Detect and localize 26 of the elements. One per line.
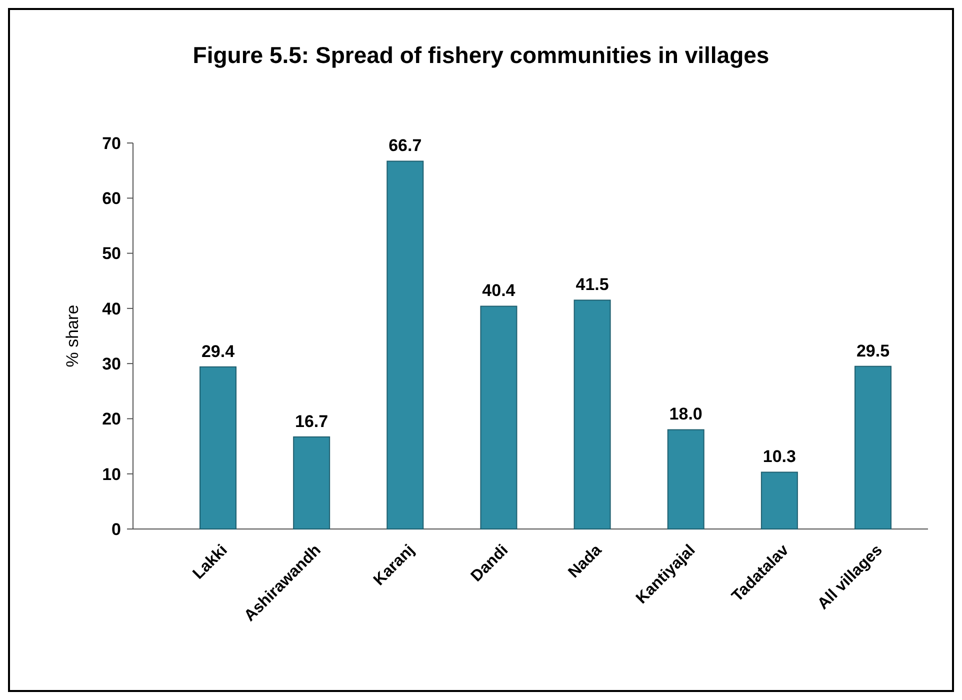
y-tick-label: 70: [102, 134, 121, 153]
y-tick-label: 30: [102, 354, 121, 374]
bar: [574, 300, 611, 530]
y-tick-label: 60: [102, 189, 121, 208]
bar: [760, 472, 798, 530]
data-label: 41.5: [576, 275, 609, 294]
data-label: 29.5: [856, 341, 890, 360]
bar: [667, 429, 704, 530]
data-label: 29.4: [201, 342, 236, 361]
y-tick-label: 20: [102, 410, 121, 429]
bar: [480, 306, 518, 530]
data-label: 16.7: [295, 412, 328, 431]
y-tick-label: 0: [112, 520, 121, 539]
data-label: 40.4: [482, 281, 516, 300]
data-label: 66.7: [388, 136, 422, 156]
y-tick-label: 10: [102, 464, 121, 484]
bar: [854, 366, 892, 530]
y-axis-title: % share: [63, 304, 82, 368]
bar: [293, 436, 330, 530]
data-label: 18.0: [669, 404, 702, 424]
chart-title: Figure 5.5: Spread of fishery communities in villages: [192, 42, 770, 68]
y-tick-label: 50: [102, 244, 121, 264]
bar: [200, 366, 236, 530]
y-tick-label: 40: [102, 299, 121, 318]
data-label: 10.3: [762, 447, 796, 466]
bar: [386, 160, 424, 530]
